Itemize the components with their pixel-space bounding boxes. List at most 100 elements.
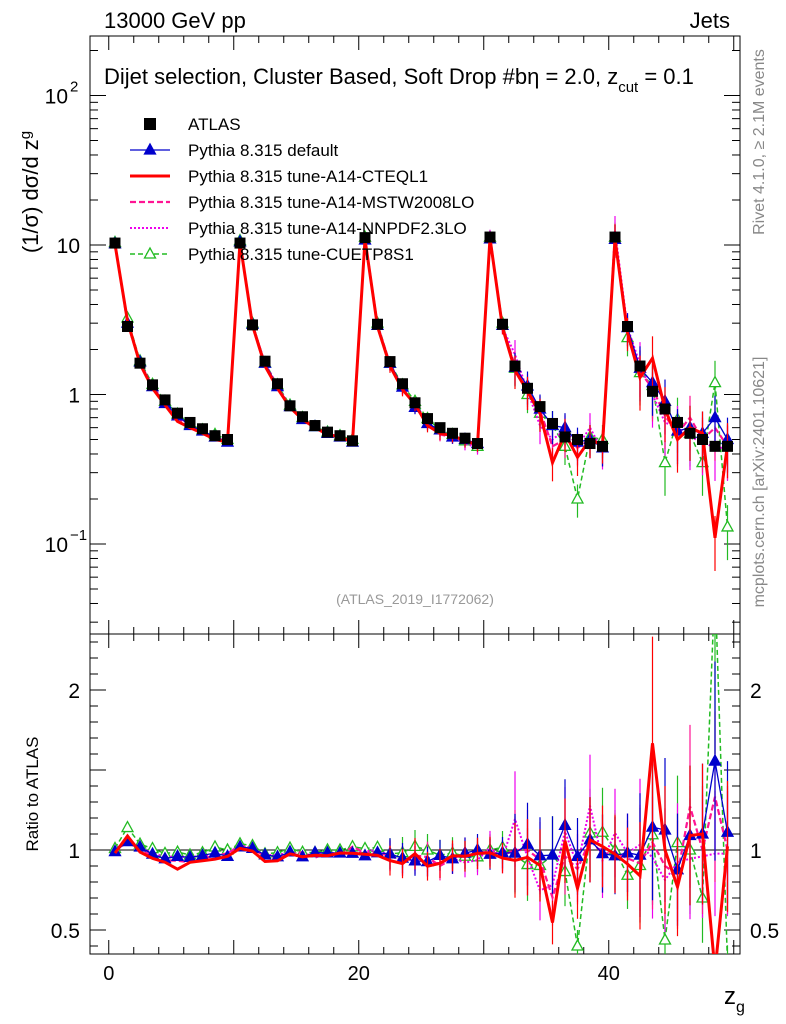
data-point-atlas: [659, 403, 671, 415]
series-line-cteql1: [113, 237, 729, 539]
data-point-atlas: [672, 416, 683, 428]
analysis-id: (ATLAS_2019_I1772062): [336, 591, 494, 607]
ratio-tick-label-right: 0.5: [750, 920, 779, 943]
data-point-atlas: [472, 438, 483, 450]
ratio-point-default: [208, 845, 222, 858]
data-point-atlas: [184, 416, 196, 428]
legend-item-cuetp: Pythia 8.315 tune-CUETP8S1: [130, 245, 414, 264]
mcplots-label: mcplots.cern.ch [arXiv:2401.10621]: [751, 357, 768, 608]
data-point-atlas: [234, 237, 246, 249]
ratio-point-default: [545, 847, 560, 860]
ratio-tick-label-right: 1: [750, 840, 762, 863]
data-point-atlas: [372, 318, 383, 330]
legend-marker-default: [143, 142, 157, 155]
legend: ATLAS Pythia 8.315 default Pythia 8.315 tu…: [130, 115, 474, 264]
ratio-point-cuetp: [722, 958, 733, 968]
data-point-atlas: [547, 417, 558, 429]
ratio-point-cuetp: [658, 932, 672, 945]
data-point-atlas: [259, 355, 271, 367]
data-point-atlas: [559, 431, 571, 443]
data-point-atlas: [334, 430, 346, 442]
x-tick-label: 20: [348, 963, 370, 985]
data-point-atlas: [397, 378, 408, 390]
data-point-atlas: [109, 237, 121, 249]
rivet-label: Rivet 4.1.0, ≥ 2.1M events: [751, 49, 768, 235]
legend-marker-cuetp: [143, 246, 157, 259]
data-point-atlas: [122, 320, 133, 332]
data-point-atlas: [309, 420, 321, 432]
point-default: [708, 410, 722, 423]
legend-item-atlas: ATLAS: [144, 115, 241, 134]
ratio-line-cteql1: [113, 743, 729, 954]
data-point-atlas: [134, 357, 146, 369]
legend-label-cuetp: Pythia 8.315 tune-CUETP8S1: [188, 245, 414, 264]
data-point-atlas: [272, 378, 283, 390]
data-point-atlas: [609, 231, 621, 243]
data-point-atlas: [647, 385, 658, 397]
ratio-tick-label-right: 2: [750, 680, 762, 703]
data-point-atlas: [434, 422, 446, 434]
ratio-series: [108, 577, 735, 968]
ratio-line-cuetp: [114, 634, 728, 954]
energy-label: 13000 GeV pp: [104, 8, 246, 33]
data-point-atlas: [597, 440, 608, 452]
data-point-atlas: [509, 360, 521, 372]
ratio-point-default: [708, 753, 722, 766]
data-point-atlas: [584, 438, 596, 450]
ratio-point-default: [258, 847, 272, 860]
ratio-plot-frame: [89, 633, 741, 955]
data-point-atlas: [347, 435, 358, 447]
ratio-point-cuetp: [120, 820, 135, 833]
data-point-atlas: [359, 232, 371, 244]
data-point-atlas: [284, 400, 296, 412]
x-tick-label: 40: [598, 963, 620, 985]
ratio-tick-label: 2: [68, 680, 80, 703]
data-point-atlas: [159, 394, 171, 406]
data-point-atlas: [322, 426, 333, 438]
ratio-tick-label: 1: [68, 840, 80, 863]
x-tick-label: 0: [103, 963, 114, 985]
data-point-atlas: [484, 231, 496, 243]
data-point-atlas: [709, 440, 721, 452]
y-tick-label: 10: [57, 235, 80, 258]
main-series: [108, 216, 735, 571]
data-point-atlas: [572, 433, 583, 445]
plot-title: Dijet selection, Cluster Based, Soft Dro…: [104, 64, 694, 96]
data-point-atlas: [697, 433, 708, 445]
data-point-atlas: [147, 379, 158, 391]
legend-label-mstw: Pythia 8.315 tune-A14-MSTW2008LO: [188, 193, 474, 212]
data-point-atlas: [197, 423, 208, 435]
data-point-atlas: [422, 413, 433, 425]
series-line-cuetp: [114, 236, 729, 528]
ratio-tick-label: 0.5: [51, 920, 80, 943]
legend-item-default: Pythia 8.315 default: [130, 141, 339, 160]
data-point-atlas: [222, 433, 233, 445]
point-cuetp: [708, 375, 722, 388]
y-tick-exponent: −1: [70, 527, 87, 544]
point-cuetp: [720, 519, 735, 532]
data-point-atlas: [297, 411, 308, 423]
jets-label: Jets: [690, 8, 730, 33]
data-point-atlas: [534, 401, 546, 413]
y-tick-label: 1: [68, 384, 80, 407]
data-point-atlas: [684, 427, 696, 439]
legend-label-nnpdf: Pythia 8.315 tune-A14-NNPDF2.3LO: [188, 219, 467, 238]
data-point-atlas: [459, 432, 471, 444]
data-point-atlas: [634, 360, 646, 372]
y-axis-label: (1/σ) dσ/d zg: [17, 131, 43, 253]
point-cuetp: [658, 455, 672, 468]
legend-label-atlas: ATLAS: [188, 115, 241, 134]
ratio-point-cuetp: [710, 577, 721, 587]
ratio-point-cuetp: [570, 938, 585, 951]
data-point-atlas: [522, 382, 533, 394]
legend-label-default: Pythia 8.315 default: [188, 141, 339, 160]
data-point-atlas: [497, 318, 508, 330]
ratio-y-axis-label: Ratio to ATLAS: [23, 737, 42, 852]
data-point-atlas: [622, 320, 633, 332]
legend-label-cteql1: Pythia 8.315 tune-A14-CTEQL1: [188, 167, 428, 186]
y-tick-label: 10: [45, 85, 68, 108]
x-axis-label: zg: [724, 983, 745, 1016]
ratio-point-default: [170, 849, 185, 862]
